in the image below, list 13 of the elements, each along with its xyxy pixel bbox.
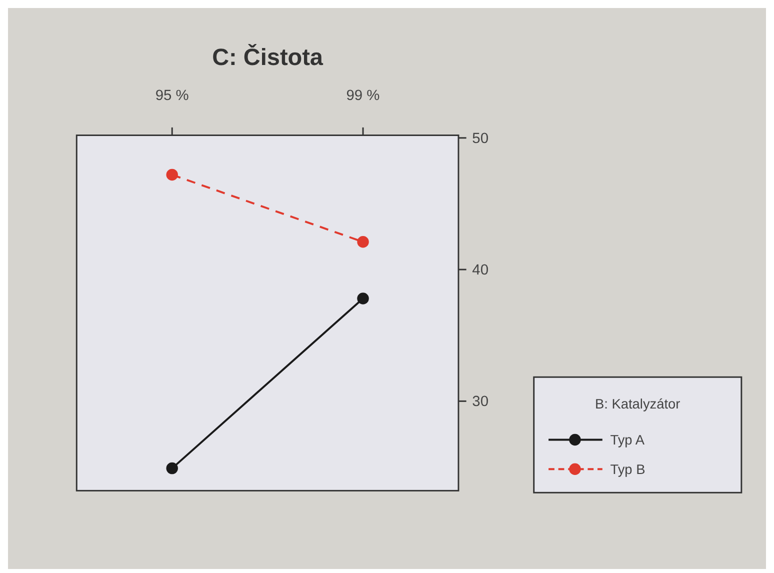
y-tick-label: 50 [472,130,489,147]
point [166,168,178,181]
point [357,236,369,248]
x-tick-label: 99 % [346,88,380,104]
point [357,292,369,304]
y-tick-label: 40 [472,262,489,278]
chart-title: C: Čistota [212,42,324,70]
point [166,462,178,474]
x-tick-label: 95 % [155,88,189,104]
legend-label: Typ B [610,462,646,478]
legend-label: Typ A [610,432,646,448]
legend-title: B: Katalyzátor [595,396,681,412]
y-tick-label: 30 [472,394,489,410]
